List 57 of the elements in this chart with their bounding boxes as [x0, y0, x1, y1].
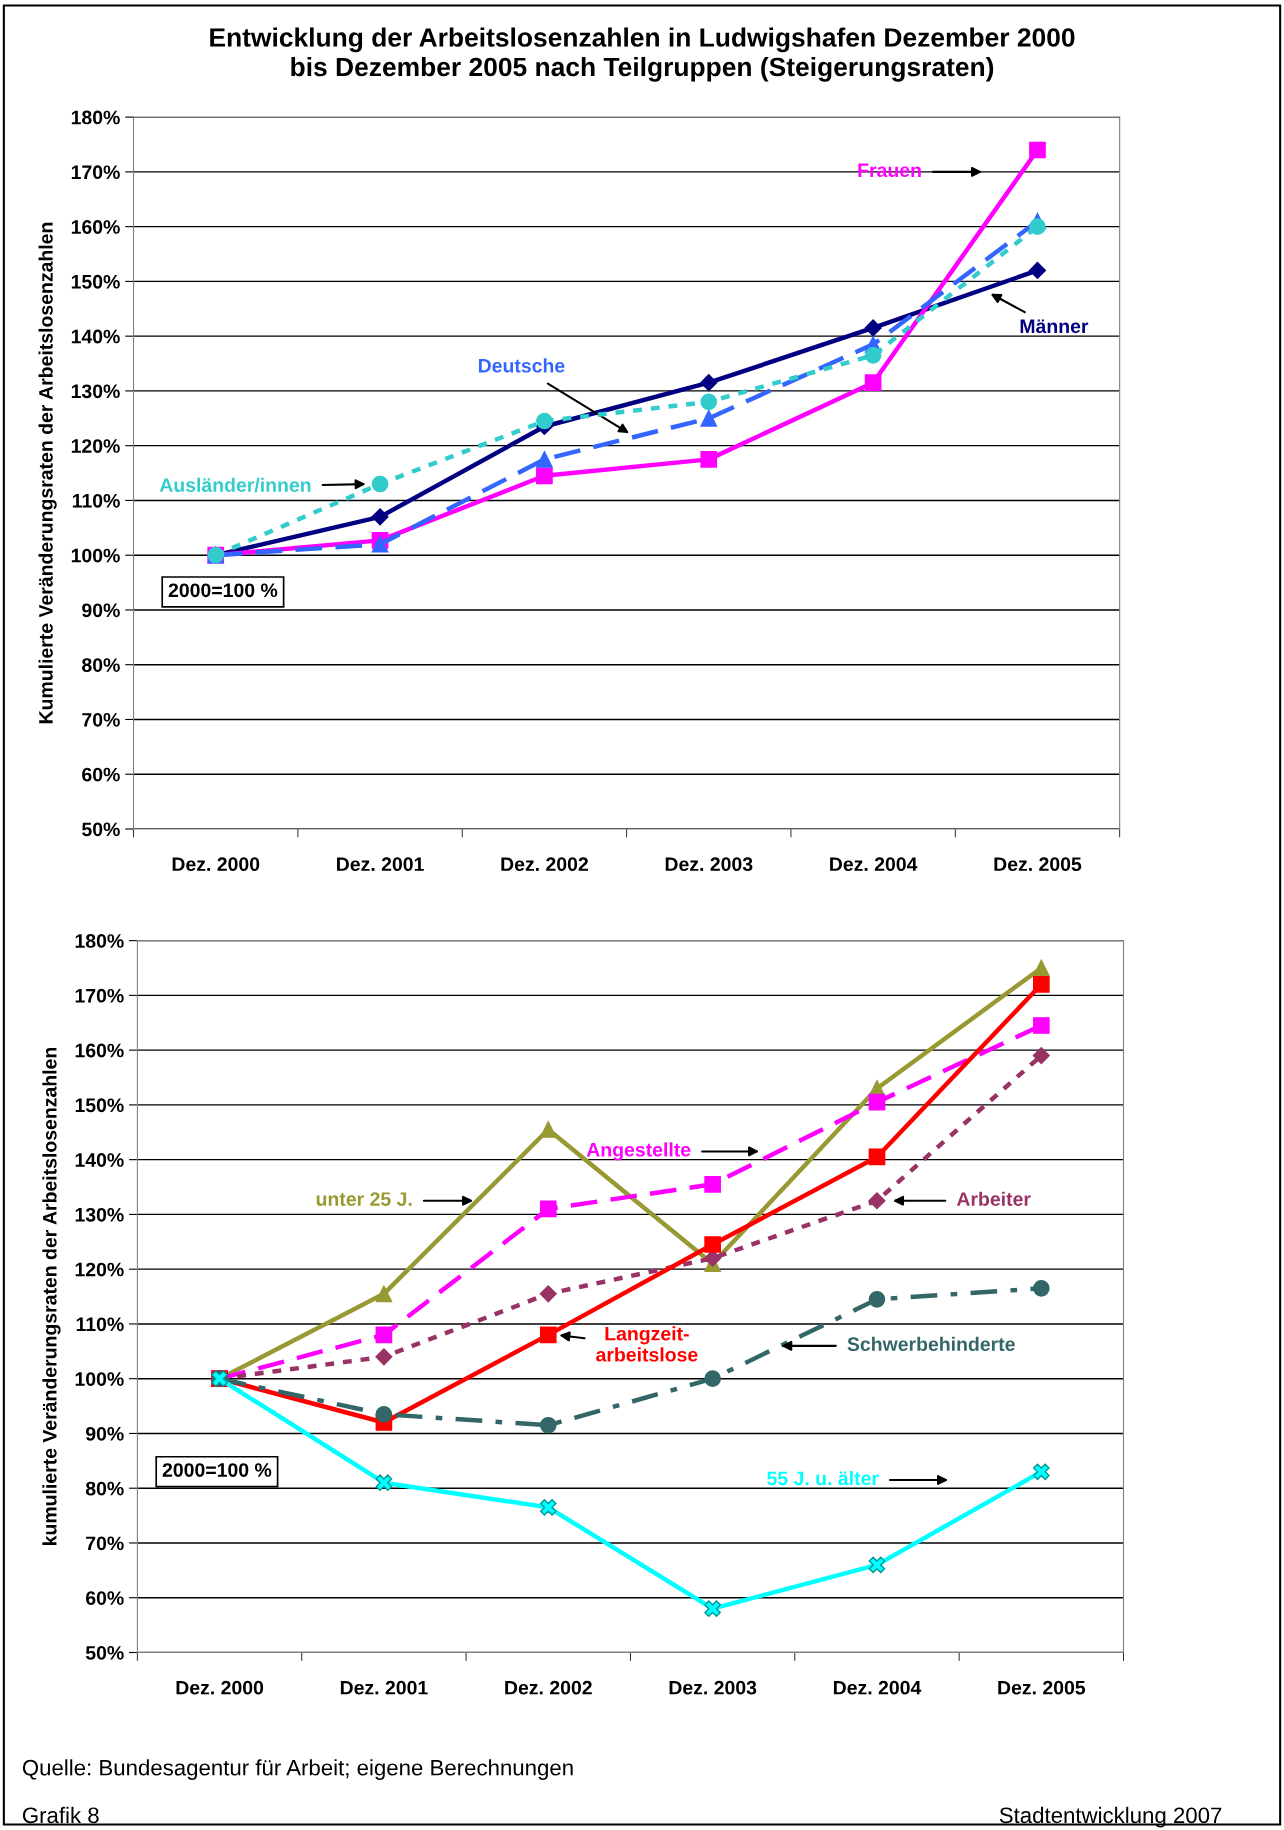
x-tick-label: Dez. 2000 [172, 857, 260, 872]
x-tick-label: Dez. 2003 [665, 857, 753, 872]
y-tick-label: 150% [75, 1098, 124, 1113]
y-tick-label: 80% [82, 658, 120, 672]
series-label: Schwerbehinderte [847, 1336, 1015, 1352]
annotation: 2000=100 % [162, 1463, 272, 1477]
x-tick-label: Dez. 2004 [830, 857, 918, 872]
y-tick-label: 140% [71, 329, 120, 344]
y-tick-label: 100% [71, 548, 120, 563]
x-tick-label: Dez. 2002 [501, 857, 588, 872]
text: Männer [1020, 319, 1089, 334]
x-tick-label: Dez. 2001 [340, 1680, 428, 1695]
text: Deutsche [478, 358, 565, 373]
y-tick-label: 110% [76, 1317, 124, 1332]
y-tick-label: 120% [75, 1262, 124, 1277]
x-tick-label: Dez. 2004 [833, 1680, 922, 1695]
y-tick-label: 140% [75, 1153, 124, 1167]
x-tick-label: Dez. 2001 [337, 857, 424, 872]
y-tick-label: 50% [85, 1645, 124, 1660]
y-tick-label: 170% [75, 988, 124, 1003]
series-label: Ausländer/innen [159, 477, 311, 493]
y-tick-label: 100% [75, 1372, 124, 1386]
text: Grafik 8 [22, 1806, 99, 1824]
y-axis-title: kumulierte Veränderungsraten der Arbeitslosenzahlen [42, 1047, 61, 1545]
series-label: Angestellte [586, 1142, 691, 1161]
text: 55 J. u. älter [767, 1470, 879, 1486]
y-tick-label: 90% [82, 603, 120, 618]
y-tick-label: 70% [82, 712, 120, 727]
y-tick-label: 150% [71, 274, 120, 289]
x-tick-label: Dez. 2000 [176, 1680, 264, 1695]
y-tick-label: 130% [71, 384, 120, 399]
y-tick-label: 60% [85, 1591, 124, 1605]
y-tick-label: 120% [71, 439, 120, 453]
x-tick-label: Dez. 2005 [998, 1680, 1086, 1695]
y-axis-title: Kumulierte Veränderungsraten der Arbeitslosenzahlen [38, 222, 57, 724]
y-tick-label: 170% [71, 165, 120, 180]
x-tick-label: Dez. 2003 [669, 1680, 757, 1695]
y-tick-label: 50% [82, 822, 120, 837]
series-label: Langzeit- arbeitslose [596, 1326, 698, 1362]
x-tick-label: Dez. 2002 [505, 1680, 592, 1695]
y-tick-label: 160% [71, 220, 120, 234]
text: Arbeiter [956, 1191, 1031, 1206]
x-tick-label: Dez. 2005 [994, 857, 1082, 872]
y-tick-label: 60% [82, 767, 120, 782]
y-tick-label: 80% [85, 1481, 124, 1496]
y-tick-label: 180% [71, 110, 120, 125]
y-tick-label: 70% [86, 1536, 124, 1551]
chart-title: Entwicklung der Arbeitslosenzahlen in Ludwigshafen Dezember 2000 bis Dezember 2005 nach Teilgruppen (Steigerungsraten) [210, 27, 1075, 82]
text: Stadtentwicklung 2007 [999, 1806, 1222, 1828]
source-note: Quelle: Bundesagentur für Arbeit; eigene Berechnungen [22, 1759, 573, 1780]
y-tick-label: 180% [75, 934, 124, 948]
text: unter 25 J. [316, 1192, 412, 1206]
y-tick-label: 90% [85, 1426, 124, 1441]
y-tick-label: 110% [72, 493, 120, 508]
y-tick-label: 130% [75, 1207, 124, 1222]
annotation: 2000=100 % [168, 583, 278, 598]
y-tick-label: 160% [75, 1043, 124, 1058]
